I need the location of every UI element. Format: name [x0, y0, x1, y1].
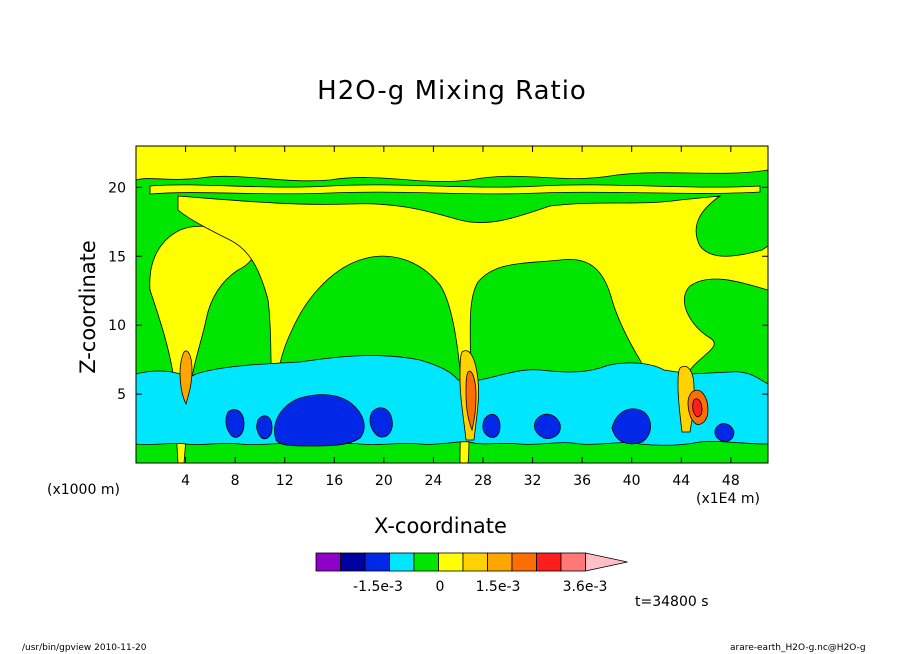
contour-fill-yellow: [149, 184, 761, 195]
contour-fill-orange: [465, 370, 477, 432]
colorbar-swatch: [438, 552, 464, 572]
colorbar: -1.5e-3 0 1.5e-3 3.6e-3: [315, 552, 628, 595]
x-axis-ticks: 4 8 12 16 20 24 28 32 36 40 44 48: [181, 146, 740, 489]
chart-title: H2O-g Mixing Ratio: [317, 76, 587, 106]
contour-fill-blue: [369, 407, 393, 438]
colorbar-swatch: [364, 552, 390, 572]
x-tick-label: 40: [623, 473, 641, 489]
footer-right-text: arare-earth_H2O-g.nc@H2O-g: [730, 643, 866, 653]
colorbar-swatch: [340, 552, 366, 572]
contour-fill-blue: [225, 409, 245, 438]
x-tick-label: 24: [424, 473, 442, 489]
contour-fill-blue: [256, 415, 273, 440]
contour-fill-blue: [611, 408, 651, 445]
colorbar-swatch: [315, 552, 341, 572]
contour-fill-orange: [179, 350, 193, 406]
y-tick-label: 10: [108, 318, 126, 334]
x-tick-label: 20: [375, 473, 393, 489]
x-tick-label: 8: [231, 473, 240, 489]
x-tick-label: 32: [524, 473, 542, 489]
plot-frame: [135, 145, 769, 464]
contour-fill-blue: [534, 413, 561, 439]
colorbar-label: -1.5e-3: [353, 579, 403, 595]
x-unit-left-label: (x1000 m): [47, 482, 120, 498]
x-axis-label: X-coordinate: [374, 514, 507, 538]
colorbar-arrow: [585, 552, 628, 572]
x-tick-label: 16: [325, 473, 343, 489]
x-unit-right-label: (x1E4 m): [696, 491, 760, 507]
y-tick-label: 20: [108, 180, 126, 196]
colorbar-swatch: [389, 552, 415, 572]
colorbar-swatch: [560, 552, 586, 572]
colorbar-swatch: [511, 552, 537, 572]
contour-fill-blue: [714, 423, 735, 442]
colorbar-swatch: [536, 552, 562, 572]
x-tick-label: 12: [276, 473, 294, 489]
contour-fill-blue: [482, 413, 501, 438]
colorbar-label: 1.5e-3: [476, 579, 521, 595]
y-tick-label: 5: [117, 387, 126, 403]
x-tick-label: 28: [474, 473, 492, 489]
footer-left-text: /usr/bin/gpview 2010-11-20: [22, 643, 147, 653]
colorbar-swatch: [487, 552, 513, 572]
x-tick-label: 36: [573, 473, 591, 489]
contour-fill-yellow: [136, 146, 768, 182]
x-tick-label: 4: [181, 473, 190, 489]
y-axis-ticks: 5 10 15 20: [108, 180, 768, 403]
y-tick-label: 15: [108, 249, 126, 265]
x-tick-label: 44: [672, 473, 690, 489]
colorbar-swatch: [413, 552, 439, 572]
time-label: t=34800 s: [635, 594, 709, 610]
x-tick-label: 48: [722, 473, 740, 489]
contour-field: [136, 146, 768, 463]
colorbar-swatch: [462, 552, 488, 572]
y-axis-label: Z-coordinate: [76, 240, 100, 374]
colorbar-label: 3.6e-3: [563, 579, 608, 595]
contour-fill-yellow: [177, 195, 768, 463]
contour-fill-blue: [274, 394, 365, 447]
colorbar-label: 0: [436, 579, 445, 595]
contour-fill-orange: [692, 398, 703, 418]
